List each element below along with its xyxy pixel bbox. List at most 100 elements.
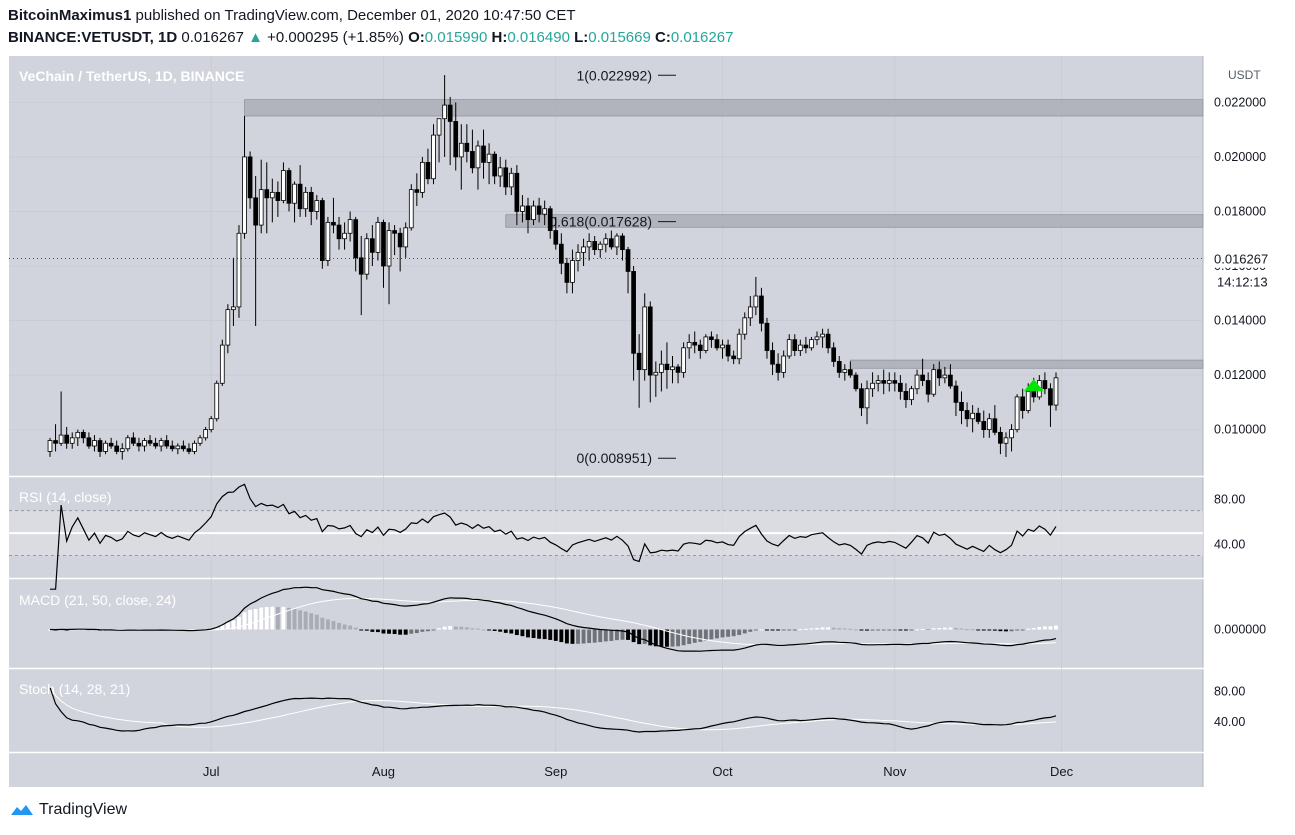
candle-body: [308, 191, 314, 212]
macd-histogram-bar: [476, 628, 480, 630]
macd-histogram-bar: [748, 629, 753, 632]
candle-body: [1003, 437, 1009, 444]
macd-histogram-bar: [487, 629, 492, 631]
candle-body: [720, 344, 725, 349]
candle-body: [520, 205, 525, 212]
price-axis: [1203, 56, 1290, 787]
macd-histogram-bar: [398, 629, 403, 635]
author-name[interactable]: BitcoinMaximus1: [8, 7, 132, 24]
macd-histogram-bar: [915, 629, 919, 631]
macd-histogram-bar: [970, 629, 975, 631]
macd-histogram-bar: [514, 629, 519, 636]
candle-body: [103, 442, 108, 452]
macd-histogram-bar: [792, 629, 797, 631]
macd-histogram-bar: [348, 625, 353, 630]
chart-background: [9, 56, 1203, 787]
publish-info: BitcoinMaximus1 published on TradingView…: [8, 7, 576, 24]
candle-body: [453, 121, 459, 158]
candle-body: [659, 363, 664, 373]
macd-histogram-bar: [926, 629, 931, 631]
stoch-label: Stoch (14, 28, 21): [19, 681, 130, 697]
candle-body: [753, 295, 759, 308]
macd-histogram-bar: [831, 627, 836, 630]
macd-histogram-bar: [637, 629, 642, 645]
macd-histogram-bar: [998, 629, 1003, 632]
candle-body: [269, 191, 275, 199]
candle-body: [1025, 391, 1031, 411]
macd-histogram-bar: [403, 629, 408, 635]
chart-title: VeChain / TetherUS, 1D, BINANCE: [19, 68, 244, 84]
candle-body: [864, 388, 870, 409]
candle-body: [386, 230, 392, 267]
x-tick-label: Nov: [883, 764, 907, 779]
candle-body: [108, 442, 114, 447]
candle-body: [992, 418, 998, 433]
candle-body: [231, 306, 236, 311]
candle-body: [397, 232, 403, 248]
candle-body: [686, 341, 692, 349]
candle-body: [47, 440, 53, 452]
candle-body: [486, 153, 492, 163]
candle-body: [75, 431, 81, 439]
macd-histogram-bar: [826, 627, 831, 630]
tradingview-brand[interactable]: TradingView: [39, 801, 128, 818]
tradingview-logo-icon: [11, 805, 33, 815]
macd-histogram-bar: [425, 629, 430, 632]
footer: TradingView: [10, 801, 127, 819]
macd-histogram-bar: [898, 629, 903, 631]
macd-histogram-bar: [275, 607, 280, 630]
candle-body: [342, 232, 347, 240]
macd-histogram-bar: [548, 629, 553, 640]
x-tick-label: Dec: [1050, 764, 1074, 779]
macd-histogram-bar: [648, 629, 653, 646]
candle-body: [848, 369, 853, 376]
macd-histogram-bar: [387, 629, 391, 634]
macd-histogram-bar: [787, 629, 792, 631]
macd-histogram-bar: [481, 629, 486, 631]
macd-histogram-bar: [820, 627, 825, 630]
macd-histogram-bar: [431, 629, 436, 631]
macd-histogram-bar: [409, 629, 414, 634]
candle-body: [1009, 429, 1014, 439]
high-label: H:: [491, 29, 508, 46]
candle-body: [492, 153, 497, 177]
macd-histogram-bar: [587, 629, 592, 643]
candle-body: [242, 156, 247, 234]
macd-tick-0: 0.000000: [1214, 623, 1266, 637]
macd-histogram-bar: [598, 629, 603, 643]
macd-histogram-bar: [942, 627, 947, 630]
candle-body: [936, 369, 942, 379]
macd-histogram-bar: [987, 629, 992, 631]
macd-histogram-bar: [1054, 625, 1058, 630]
macd-histogram-bar: [292, 608, 297, 630]
candle-body: [236, 232, 242, 308]
macd-histogram-bar: [620, 629, 625, 640]
publish-text: published on TradingView.com, December 0…: [131, 7, 576, 24]
candle-body: [747, 306, 753, 319]
macd-histogram-bar: [314, 614, 319, 630]
candle-body: [364, 238, 370, 275]
candle-body: [186, 448, 192, 452]
candle-body: [169, 445, 175, 450]
macd-histogram-bar: [331, 621, 336, 630]
x-tick-label: Sep: [544, 764, 567, 779]
candle-body: [420, 161, 425, 193]
up-triangle-icon: ▲: [248, 29, 263, 46]
macd-histogram-bar: [798, 629, 803, 631]
candle-body: [714, 339, 720, 349]
macd-histogram-bar: [865, 629, 869, 631]
candle-body: [1031, 391, 1037, 398]
y-tick-label: 0.020000: [1214, 150, 1266, 164]
macd-histogram-bar: [959, 628, 964, 630]
macd-histogram-bar: [853, 629, 858, 631]
macd-histogram-bar: [881, 629, 886, 631]
candle-body: [1053, 377, 1059, 406]
macd-histogram-bar: [992, 629, 997, 631]
candle-body: [547, 208, 553, 231]
macd-histogram-bar: [614, 629, 619, 641]
currency-label: USDT: [1228, 68, 1261, 82]
resistance-zone-0: [244, 99, 1204, 117]
candle-body: [831, 347, 837, 362]
macd-histogram-bar: [470, 628, 475, 630]
